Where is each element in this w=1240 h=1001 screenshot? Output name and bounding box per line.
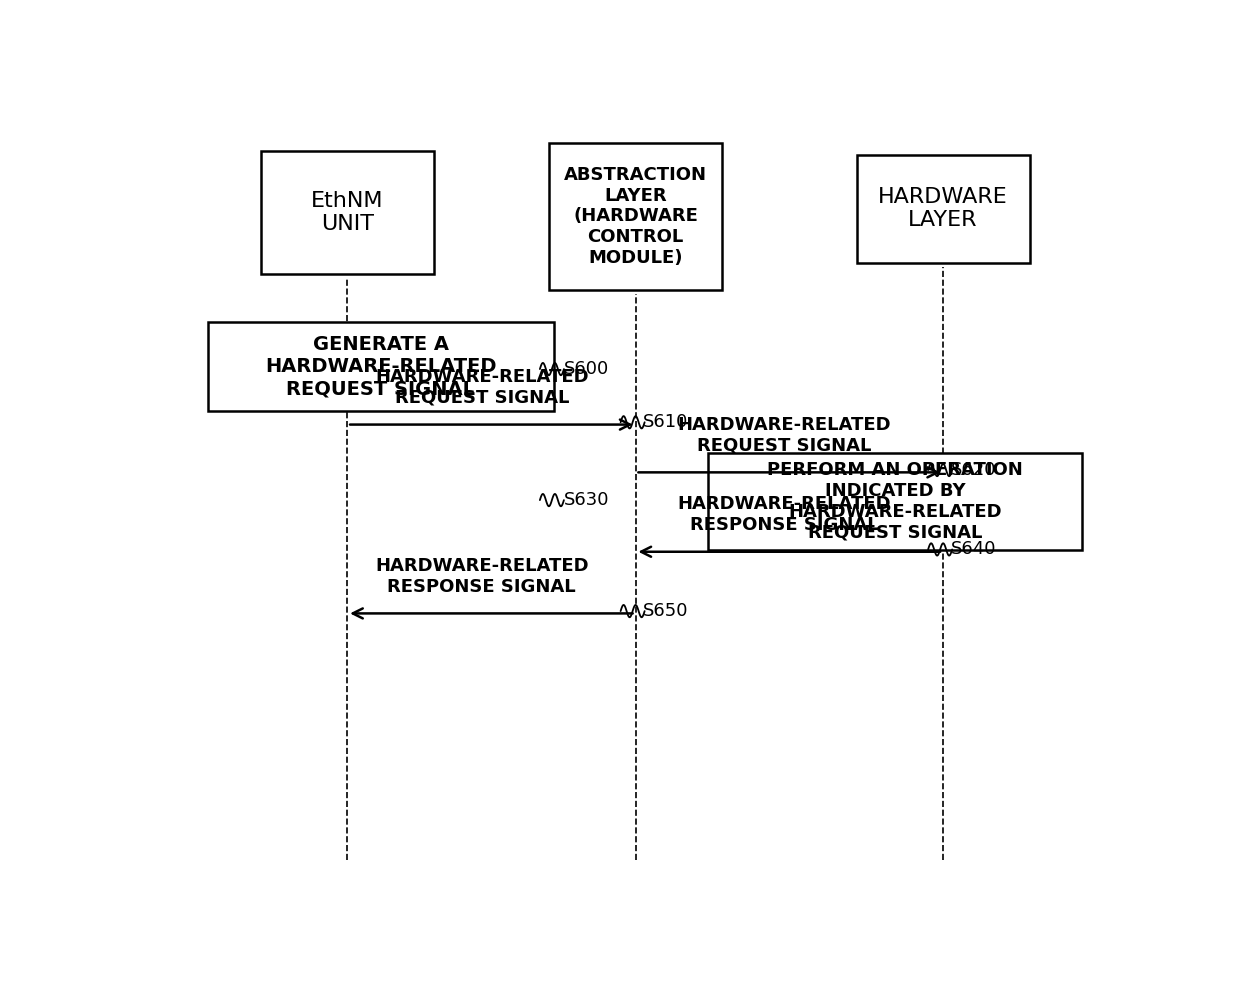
Bar — [208, 322, 554, 411]
Text: EthNM
UNIT: EthNM UNIT — [311, 191, 383, 234]
Text: S600: S600 — [563, 360, 609, 378]
Text: S630: S630 — [563, 491, 609, 510]
Text: S640: S640 — [951, 541, 996, 559]
Bar — [857, 155, 1029, 262]
Text: S650: S650 — [644, 602, 688, 620]
Text: HARDWARE-RELATED
RESPONSE SIGNAL: HARDWARE-RELATED RESPONSE SIGNAL — [374, 557, 589, 596]
Bar — [708, 453, 1083, 550]
Text: PERFORM AN OPERATION
INDICATED BY
HARDWARE-RELATED
REQUEST SIGNAL: PERFORM AN OPERATION INDICATED BY HARDWA… — [768, 461, 1023, 542]
Text: HARDWARE-RELATED
REQUEST SIGNAL: HARDWARE-RELATED REQUEST SIGNAL — [677, 415, 892, 454]
Text: ABSTRACTION
LAYER
(HARDWARE
CONTROL
MODULE): ABSTRACTION LAYER (HARDWARE CONTROL MODU… — [564, 166, 707, 267]
Text: GENERATE A
HARDWARE-RELATED
REQUEST SIGNAL: GENERATE A HARDWARE-RELATED REQUEST SIGN… — [265, 335, 496, 398]
Bar — [549, 143, 722, 289]
Text: HARDWARE-RELATED
RESPONSE SIGNAL: HARDWARE-RELATED RESPONSE SIGNAL — [677, 495, 892, 534]
Text: HARDWARE
LAYER: HARDWARE LAYER — [878, 187, 1008, 230]
Text: S620: S620 — [951, 461, 996, 479]
Bar — [260, 151, 434, 274]
Text: HARDWARE-RELATED
REQUEST SIGNAL: HARDWARE-RELATED REQUEST SIGNAL — [374, 368, 589, 406]
Text: S610: S610 — [644, 413, 688, 431]
